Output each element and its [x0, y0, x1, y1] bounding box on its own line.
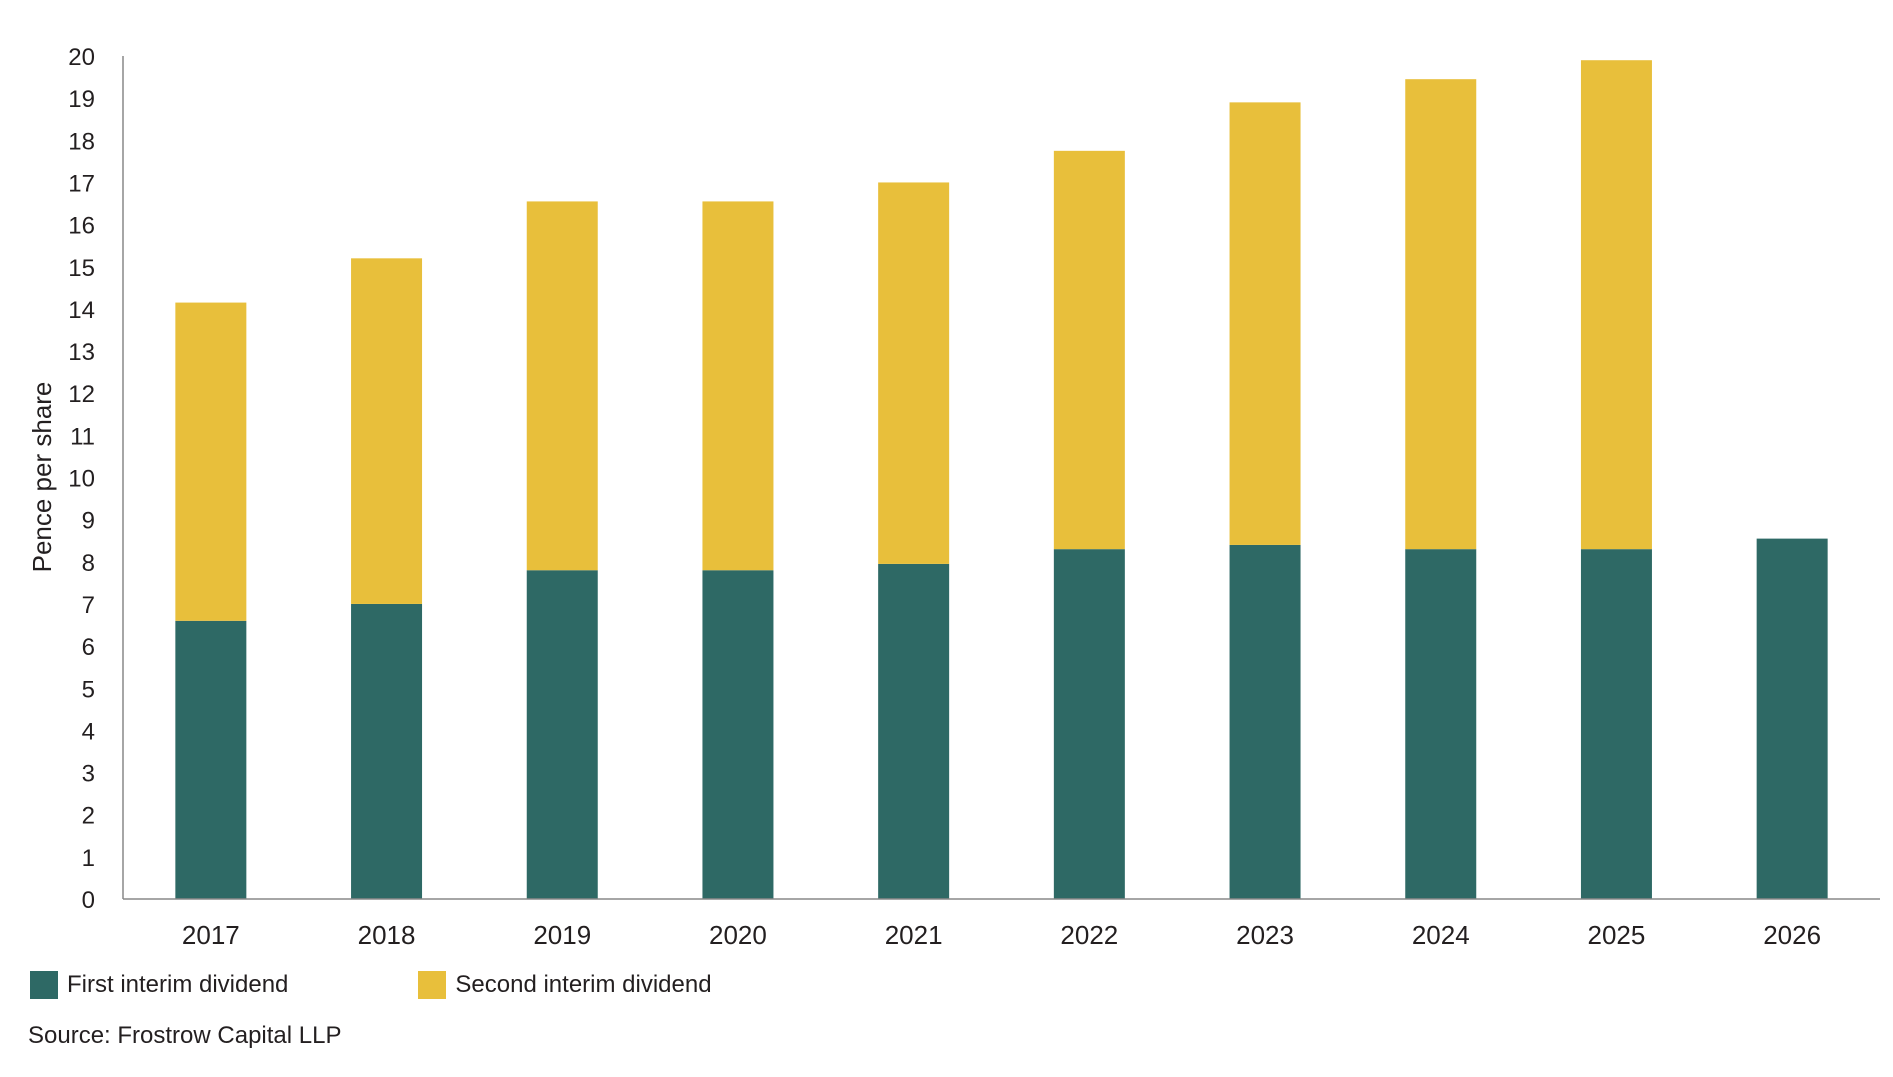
x-tick-label: 2023 — [1236, 920, 1294, 950]
bar-second-interim-2018 — [351, 258, 423, 604]
y-tick-label: 8 — [82, 550, 95, 577]
x-tick-label: 2025 — [1588, 920, 1646, 950]
y-tick-label: 20 — [68, 44, 95, 71]
y-tick-label: 17 — [68, 170, 95, 197]
y-tick-label: 3 — [82, 761, 95, 788]
x-tick-labels: 2017 2018 2019 2020 2021 2022 2023 2024 2025 2026 — [182, 920, 1821, 950]
y-tick-label: 5 — [82, 676, 95, 703]
y-tick-label: 1 — [82, 845, 95, 872]
x-tick-label: 2019 — [533, 920, 591, 950]
bar-first-interim-2019 — [526, 570, 598, 899]
bar-first-interim-2017 — [175, 620, 247, 899]
x-tick-label: 2021 — [885, 920, 943, 950]
legend-label-first-interim: First interim dividend — [67, 971, 289, 998]
bar-second-interim-2023 — [1229, 102, 1301, 545]
bar-first-interim-2023 — [1229, 544, 1301, 899]
y-tick-label: 13 — [68, 339, 95, 366]
bar-first-interim-2020 — [702, 570, 774, 899]
bar-first-interim-2026 — [1756, 538, 1828, 899]
bar-first-interim-2024 — [1405, 549, 1477, 899]
legend-label-second-interim: Second interim dividend — [455, 971, 712, 998]
y-tick-label: 0 — [82, 887, 95, 914]
legend: First interim dividend Second interim di… — [30, 968, 842, 1002]
y-tick-label: 16 — [68, 213, 95, 240]
y-tick-label: 11 — [70, 423, 95, 450]
y-tick-label: 6 — [82, 634, 95, 661]
bar-second-interim-2020 — [702, 201, 774, 571]
y-tick-label: 4 — [82, 718, 95, 745]
y-tick-label: 7 — [82, 592, 95, 619]
legend-swatch-first-interim — [30, 971, 58, 999]
y-tick-label: 10 — [68, 466, 95, 493]
bar-second-interim-2025 — [1580, 60, 1652, 550]
bar-first-interim-2025 — [1580, 549, 1652, 899]
legend-item-first-interim: First interim dividend — [30, 971, 288, 999]
bar-second-interim-2022 — [1053, 150, 1125, 550]
y-tick-label: 14 — [68, 297, 95, 324]
source-note: Source: Frostrow Capital LLP — [28, 1022, 342, 1049]
y-tick-label: 15 — [68, 255, 95, 282]
x-tick-label: 2020 — [709, 920, 767, 950]
legend-swatch-second-interim — [418, 971, 447, 999]
bar-first-interim-2018 — [351, 603, 423, 899]
y-tick-label: 19 — [68, 86, 95, 113]
y-tick-label: 9 — [82, 508, 95, 535]
bar-second-interim-2017 — [175, 302, 247, 621]
x-tick-label: 2024 — [1412, 920, 1470, 950]
y-tick-label: 2 — [82, 803, 95, 830]
y-tick-label: 18 — [68, 128, 95, 155]
bar-first-interim-2022 — [1053, 549, 1125, 899]
legend-item-second-interim: Second interim dividend — [418, 971, 712, 999]
x-tick-label: 2017 — [182, 920, 240, 950]
bar-second-interim-2024 — [1405, 79, 1477, 550]
x-tick-label: 2022 — [1060, 920, 1118, 950]
bar-second-interim-2021 — [878, 182, 950, 564]
bars-group — [175, 60, 1828, 899]
bar-first-interim-2021 — [878, 563, 950, 899]
x-tick-label: 2018 — [358, 920, 416, 950]
y-tick-label: 12 — [68, 381, 95, 408]
x-tick-label: 2026 — [1763, 920, 1821, 950]
y-axis-label: Pence per share — [27, 382, 57, 573]
bar-second-interim-2019 — [526, 201, 598, 571]
